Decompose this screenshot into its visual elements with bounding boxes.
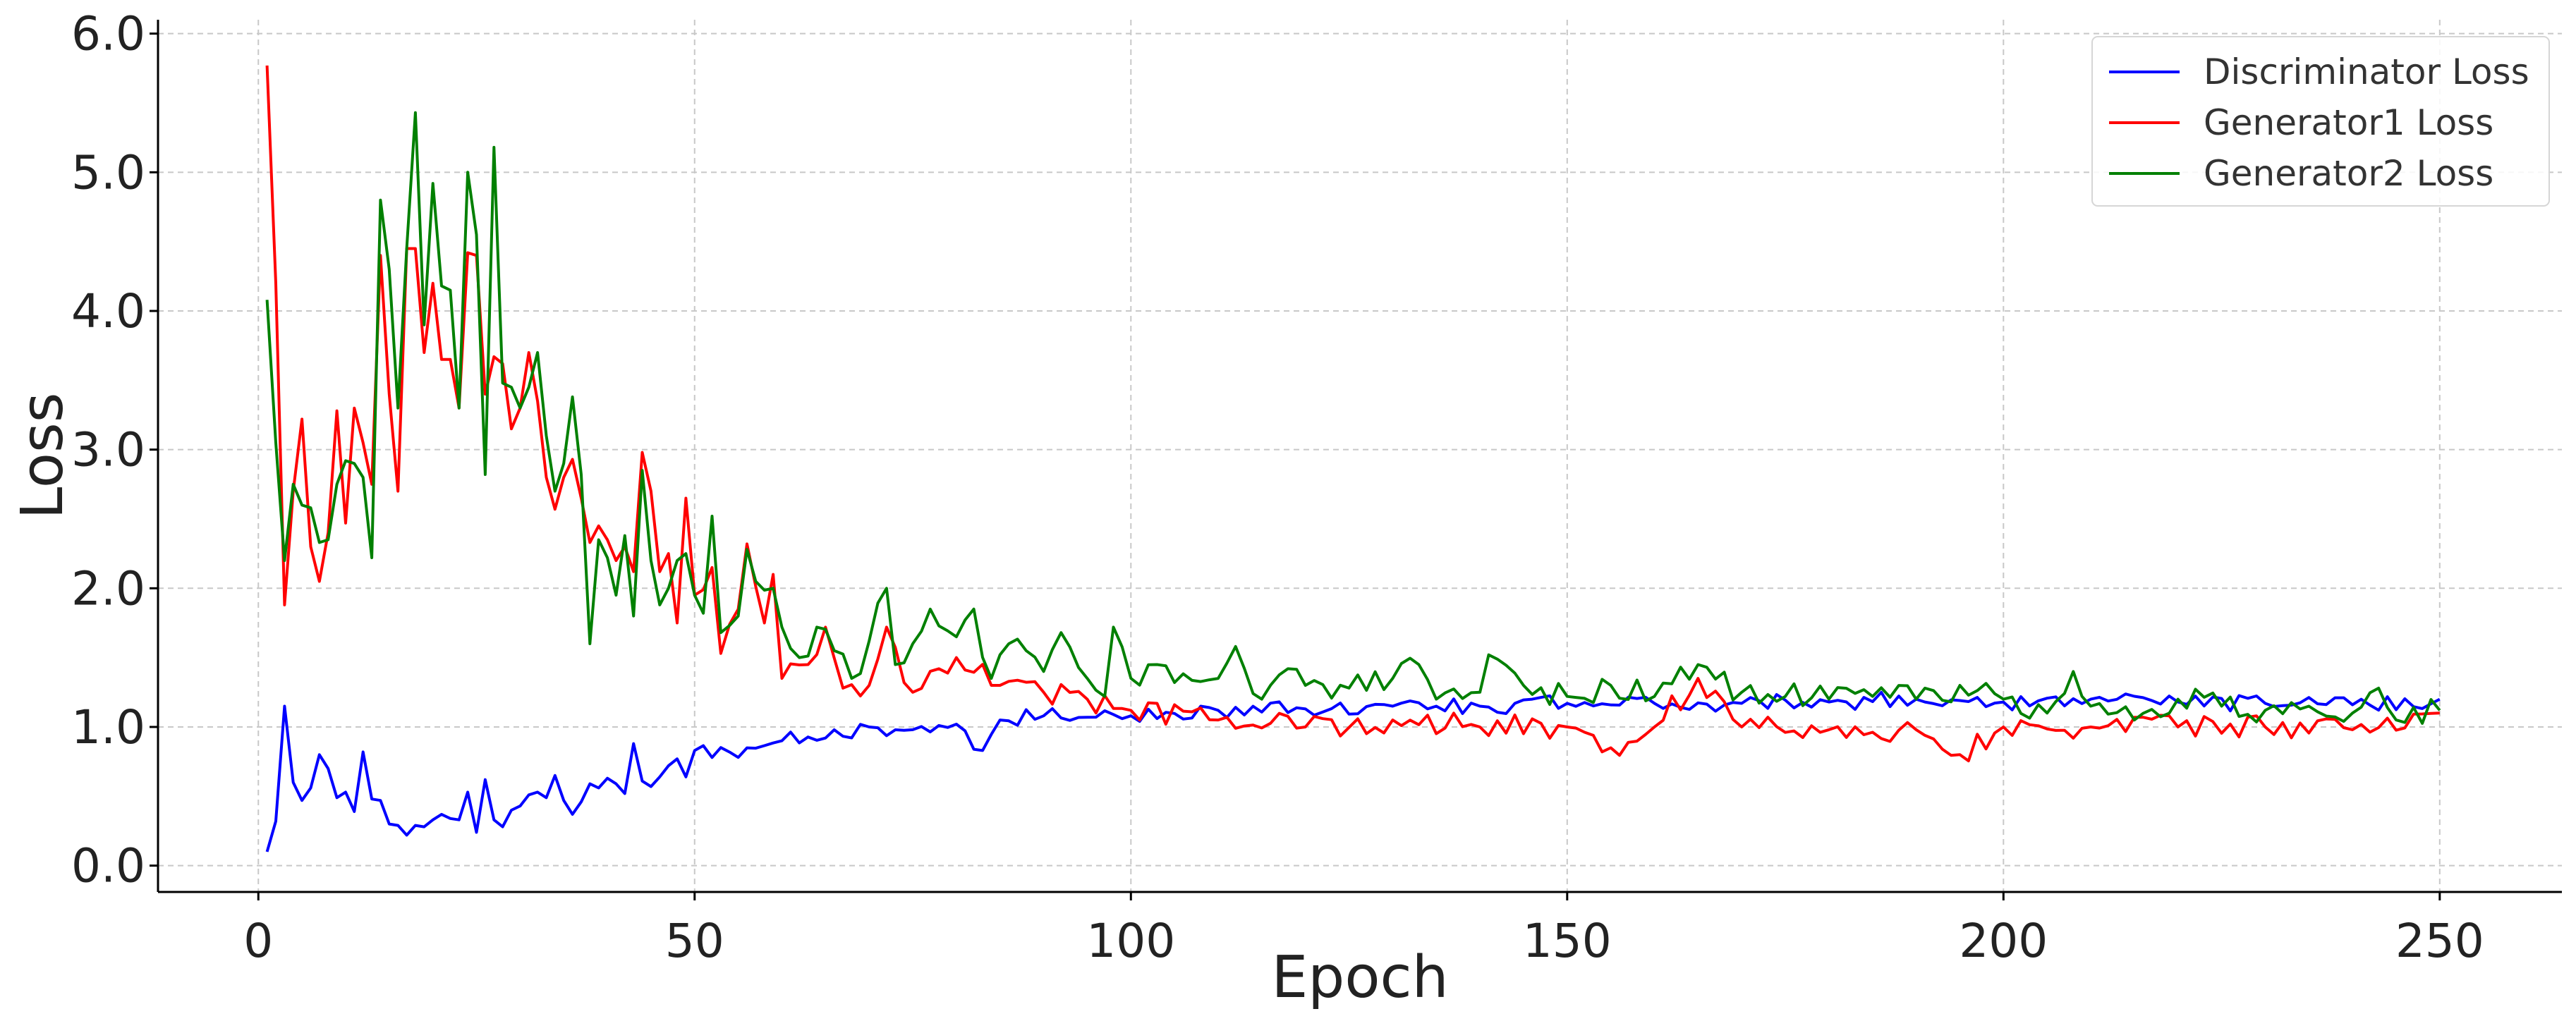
legend-box (2091, 36, 2550, 207)
generator1-loss-line (265, 65, 2440, 763)
x-tick-label: 0 (243, 914, 273, 968)
x-tick-label: 50 (665, 914, 724, 968)
y-tick-label: 2.0 (71, 561, 145, 616)
legend-label: Generator2 Loss (2204, 153, 2493, 194)
generator2-loss-line (265, 111, 2441, 725)
legend-label: Discriminator Loss (2204, 51, 2529, 92)
y-tick-label: 1.0 (71, 700, 145, 754)
y-tick-label: 6.0 (71, 7, 145, 61)
discriminator-loss-line (265, 690, 2441, 852)
x-axis-label: Epoch (1271, 944, 1448, 1011)
x-tick-label: 250 (2395, 914, 2484, 968)
y-tick-label: 5.0 (71, 145, 145, 200)
x-tick-label: 100 (1086, 914, 1175, 968)
legend-label: Generator1 Loss (2204, 102, 2493, 143)
y-tick-label: 3.0 (71, 423, 145, 477)
y-axis-label: Loss (9, 393, 76, 520)
x-tick-label: 200 (1959, 914, 2048, 968)
y-tick-label: 0.0 (71, 839, 145, 893)
y-tick-label: 4.0 (71, 284, 145, 338)
x-tick-label: 150 (1523, 914, 1612, 968)
